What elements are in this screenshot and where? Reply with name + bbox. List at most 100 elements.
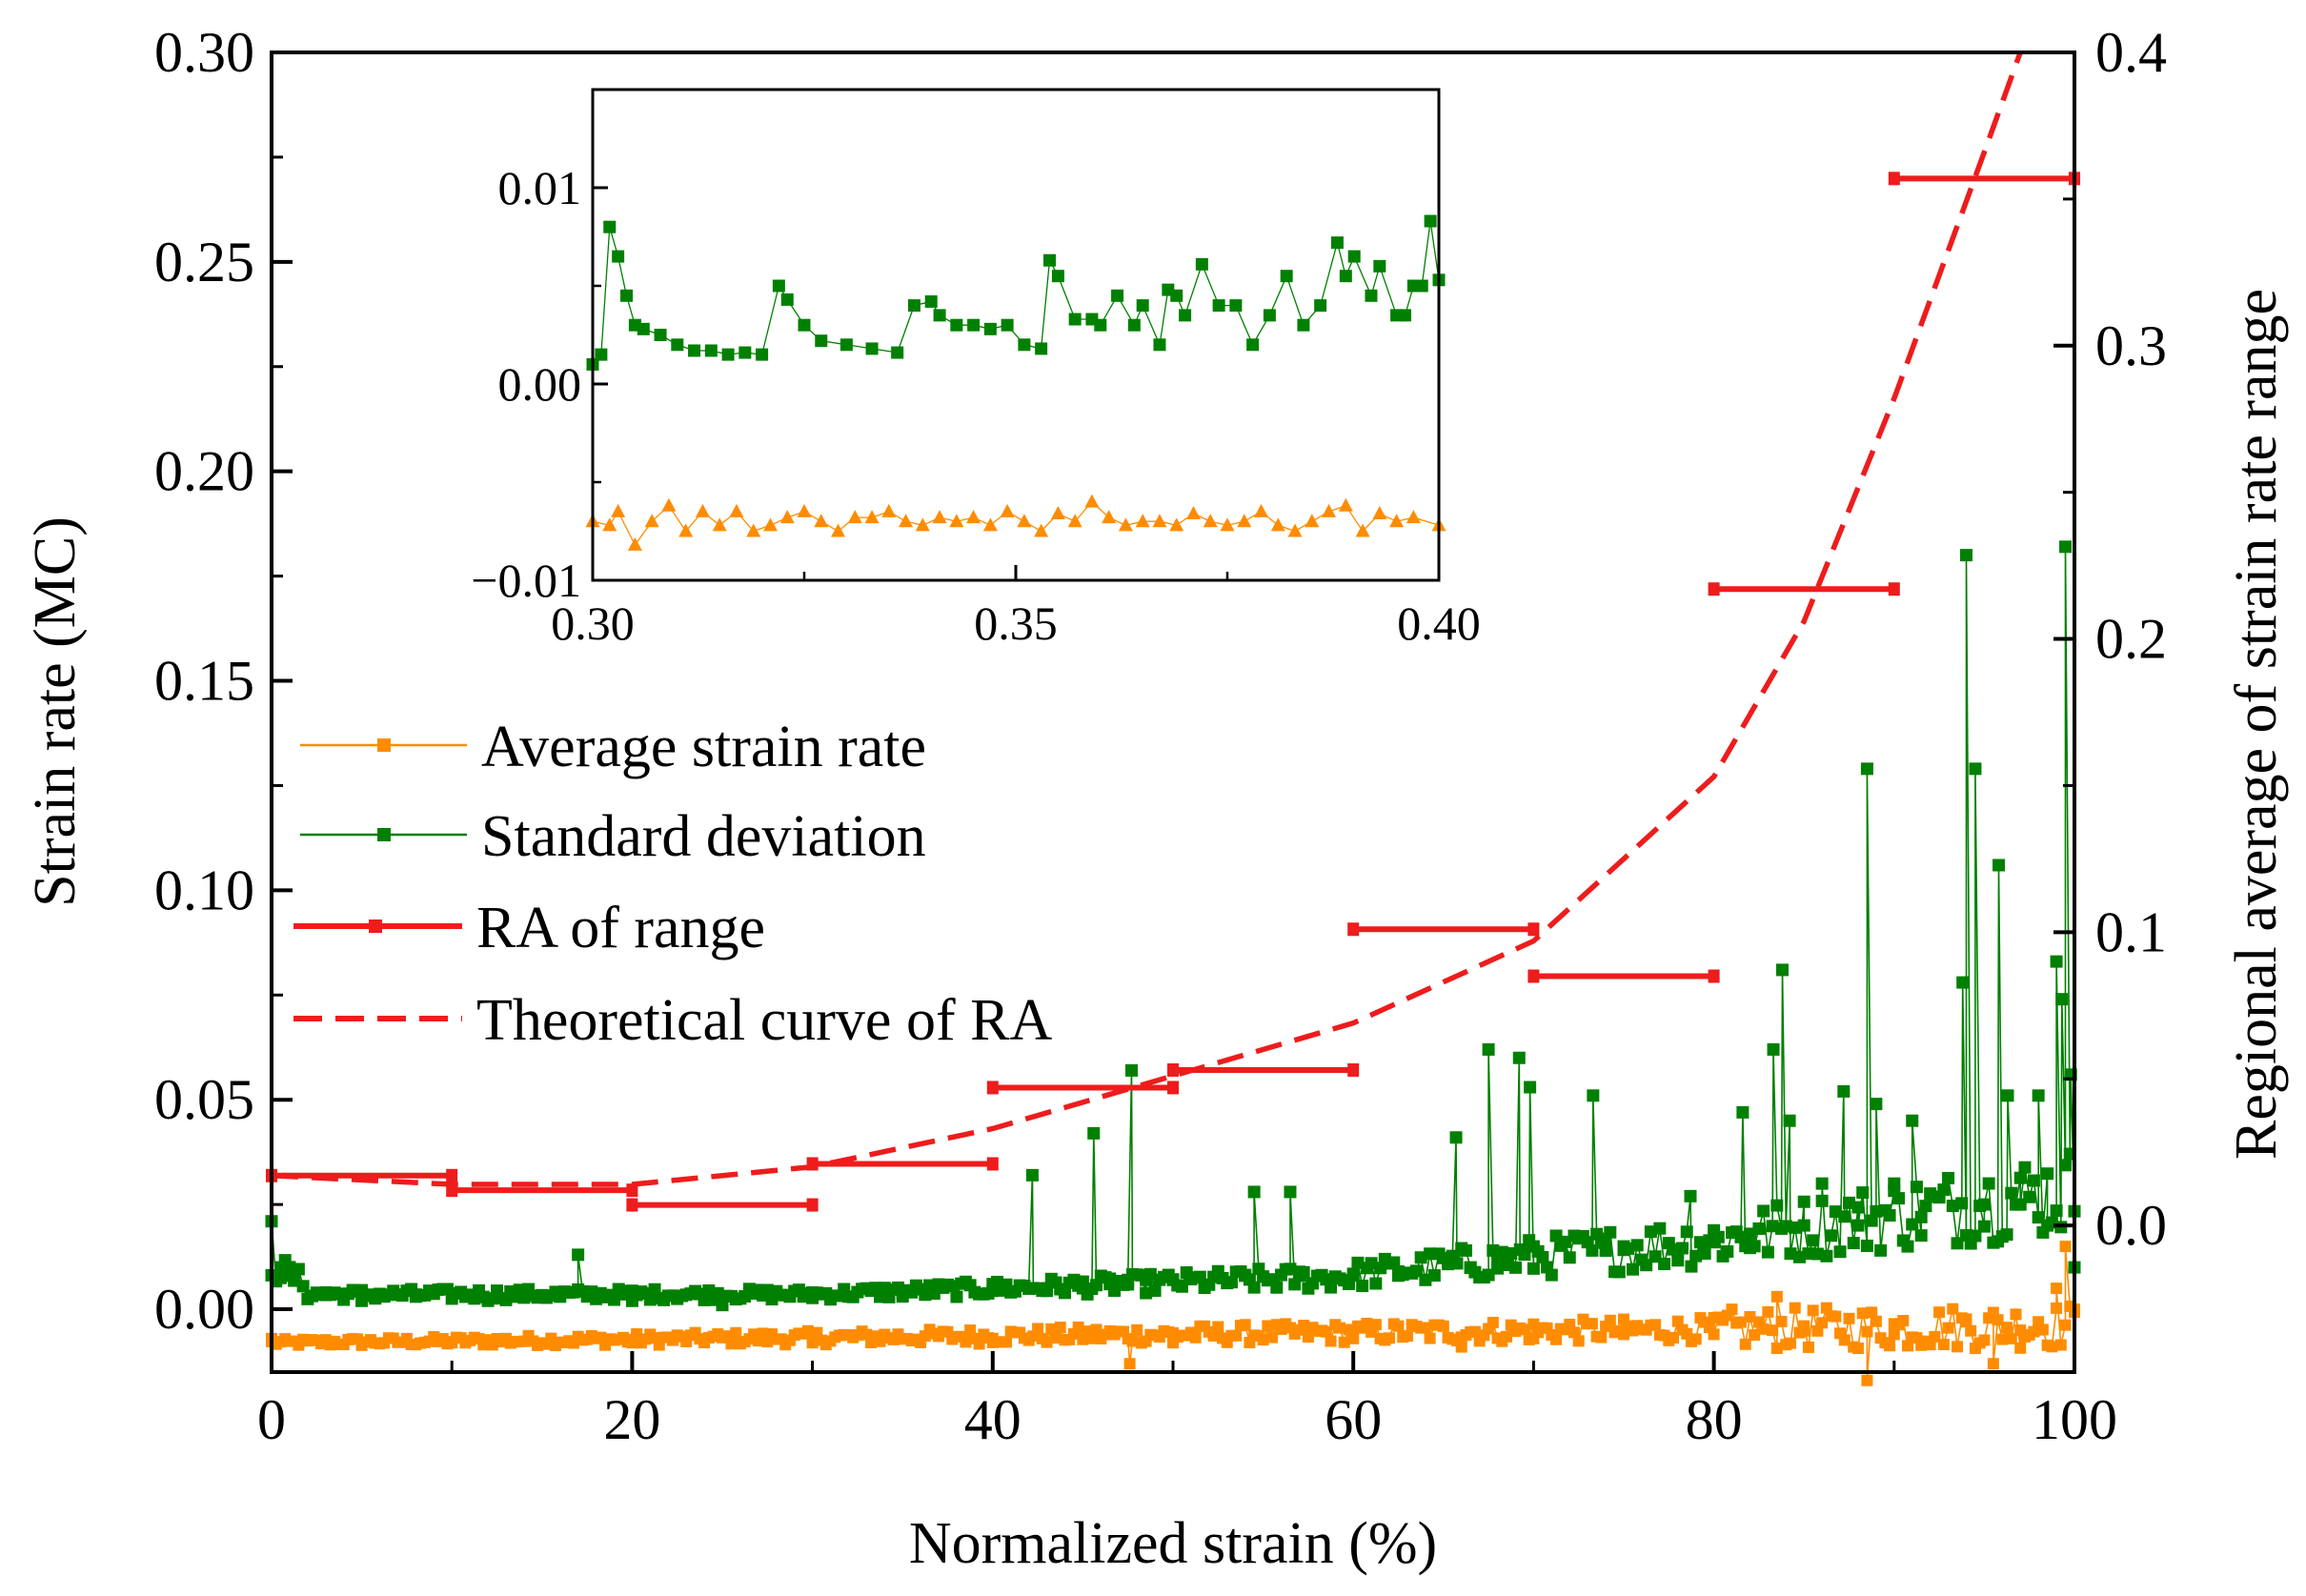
inset-stddev-point-27 bbox=[1001, 318, 1014, 332]
inset-average-point-2 bbox=[611, 503, 626, 517]
average-point-276 bbox=[1468, 1325, 1481, 1338]
inset-average-point-28 bbox=[1050, 505, 1065, 519]
inset-stddev-point-46 bbox=[1263, 309, 1276, 322]
inset-stddev-point-54 bbox=[1373, 259, 1386, 273]
stddev-point-353 bbox=[1675, 1242, 1689, 1255]
stddev-point-375 bbox=[1757, 1204, 1770, 1218]
inset-y-tick-label-2: −0.01 bbox=[471, 554, 581, 607]
stddev-point-388 bbox=[1797, 1219, 1810, 1232]
stddev-point-219 bbox=[1148, 1284, 1162, 1298]
stddev-point-403 bbox=[1851, 1219, 1865, 1232]
average-point-364 bbox=[1843, 1312, 1855, 1324]
inset-stddev-point-40 bbox=[1170, 289, 1183, 302]
stddev-point-9 bbox=[292, 1263, 305, 1276]
y-left-tick-label-6: 0.30 bbox=[154, 21, 254, 84]
average-point-386 bbox=[1933, 1306, 1946, 1319]
ra-segment-end-7 bbox=[1708, 969, 1720, 983]
inset-stddev-point-15 bbox=[780, 293, 794, 306]
inset-average-point-37 bbox=[1203, 514, 1218, 528]
average-point-338 bbox=[1734, 1316, 1747, 1328]
stddev-point-77 bbox=[572, 1248, 585, 1262]
average-point-405 bbox=[2010, 1308, 2022, 1321]
stddev-point-450 bbox=[2013, 1171, 2027, 1184]
average-point-83 bbox=[626, 1337, 638, 1349]
stddev-point-456 bbox=[2032, 1089, 2045, 1102]
average-point-168 bbox=[1000, 1336, 1012, 1348]
stddev-point-448 bbox=[2005, 1186, 2018, 1200]
average-point-124 bbox=[806, 1337, 819, 1349]
ra-segment-end-0 bbox=[446, 1168, 458, 1182]
stddev-point-249 bbox=[1270, 1281, 1284, 1294]
average-point-370 bbox=[1866, 1306, 1878, 1319]
average-point-343 bbox=[1757, 1323, 1770, 1335]
average-point-196 bbox=[1123, 1358, 1136, 1370]
inset-stddev-point-6 bbox=[637, 322, 650, 335]
average-point-390 bbox=[1952, 1341, 1964, 1353]
ra-segment-start-6 bbox=[1347, 922, 1360, 937]
stddev-point-10 bbox=[296, 1280, 310, 1293]
inset-stddev-point-12 bbox=[738, 346, 752, 359]
average-point-273 bbox=[1455, 1341, 1467, 1353]
stddev-point-184 bbox=[1025, 1168, 1039, 1182]
y-left-tick-label-0: 0.00 bbox=[154, 1278, 254, 1341]
stddev-point-444 bbox=[1992, 859, 2006, 872]
stddev-point-464 bbox=[2055, 993, 2069, 1006]
y-left-tick-label-5: 0.25 bbox=[154, 231, 254, 293]
average-point-355 bbox=[1802, 1341, 1814, 1353]
inset-stddev-point-50 bbox=[1330, 236, 1344, 250]
x-tick-label-3: 60 bbox=[1325, 1388, 1382, 1451]
inset-stddev-point-20 bbox=[891, 346, 904, 359]
average-point-229 bbox=[1266, 1331, 1279, 1343]
inset-stddev-point-7 bbox=[654, 329, 667, 341]
stddev-point-365 bbox=[1721, 1244, 1734, 1258]
legend-label-average: Average strain rate bbox=[481, 715, 926, 779]
average-point-418 bbox=[2054, 1339, 2067, 1351]
inset-stddev-point-4 bbox=[620, 289, 634, 302]
average-point-264 bbox=[1419, 1322, 1431, 1334]
average-point-287 bbox=[1518, 1323, 1530, 1336]
inset-stddev-point-2 bbox=[603, 220, 617, 233]
ra-segment-end-5 bbox=[1347, 1062, 1360, 1077]
stddev-point-446 bbox=[2000, 1228, 2013, 1242]
average-point-344 bbox=[1762, 1305, 1774, 1318]
average-point-389 bbox=[1947, 1303, 1959, 1315]
average-point-305 bbox=[1595, 1331, 1608, 1343]
average-point-415 bbox=[2046, 1341, 2058, 1353]
average-point-188 bbox=[1090, 1323, 1102, 1336]
legend-label-theoretical: Theoretical curve of RA bbox=[476, 988, 1052, 1053]
inset-average-point-3 bbox=[627, 536, 642, 551]
stddev-point-296 bbox=[1459, 1243, 1472, 1257]
average-point-318 bbox=[1649, 1319, 1662, 1331]
average-point-322 bbox=[1668, 1332, 1680, 1344]
average-point-340 bbox=[1744, 1310, 1756, 1323]
stddev-point-378 bbox=[1767, 1042, 1780, 1056]
stddev-point-436 bbox=[1969, 1229, 1982, 1242]
inset-stddev-point-59 bbox=[1424, 214, 1437, 228]
inset-axes: 0.30 0.35 0.40 0.01 0.00 −0.01 bbox=[471, 161, 1480, 650]
inset-average-point-4 bbox=[644, 514, 659, 528]
stddev-point-349 bbox=[1658, 1258, 1671, 1271]
y-axis-right-title: Regional average of strain rate range bbox=[2224, 289, 2289, 1160]
inset-stddev-point-34 bbox=[1094, 318, 1107, 332]
average-point-265 bbox=[1424, 1332, 1436, 1344]
inset-average-point-40 bbox=[1254, 503, 1269, 517]
average-point-227 bbox=[1257, 1334, 1269, 1346]
stddev-point-466 bbox=[2059, 540, 2073, 554]
inset-average-point-25 bbox=[1000, 503, 1015, 517]
stddev-point-399 bbox=[1838, 1210, 1851, 1223]
stddev-point-303 bbox=[1482, 1042, 1495, 1056]
inset-stddev-point-29 bbox=[1035, 342, 1048, 355]
inset-average-point-1 bbox=[602, 517, 617, 532]
ra-segment-start-3 bbox=[806, 1157, 819, 1171]
average-point-358 bbox=[1816, 1317, 1829, 1329]
stddev-point-409 bbox=[1870, 1098, 1883, 1111]
inset-average-point-47 bbox=[1372, 505, 1387, 519]
average-point-351 bbox=[1789, 1302, 1801, 1314]
inset-stddev-point-3 bbox=[612, 250, 625, 263]
inset-average-point-20 bbox=[915, 517, 930, 532]
average-point-376 bbox=[1888, 1328, 1900, 1341]
average-point-245 bbox=[1338, 1336, 1350, 1348]
inset-average-point-39 bbox=[1237, 514, 1252, 528]
stddev-point-355 bbox=[1684, 1189, 1697, 1202]
average-point-280 bbox=[1487, 1317, 1499, 1329]
